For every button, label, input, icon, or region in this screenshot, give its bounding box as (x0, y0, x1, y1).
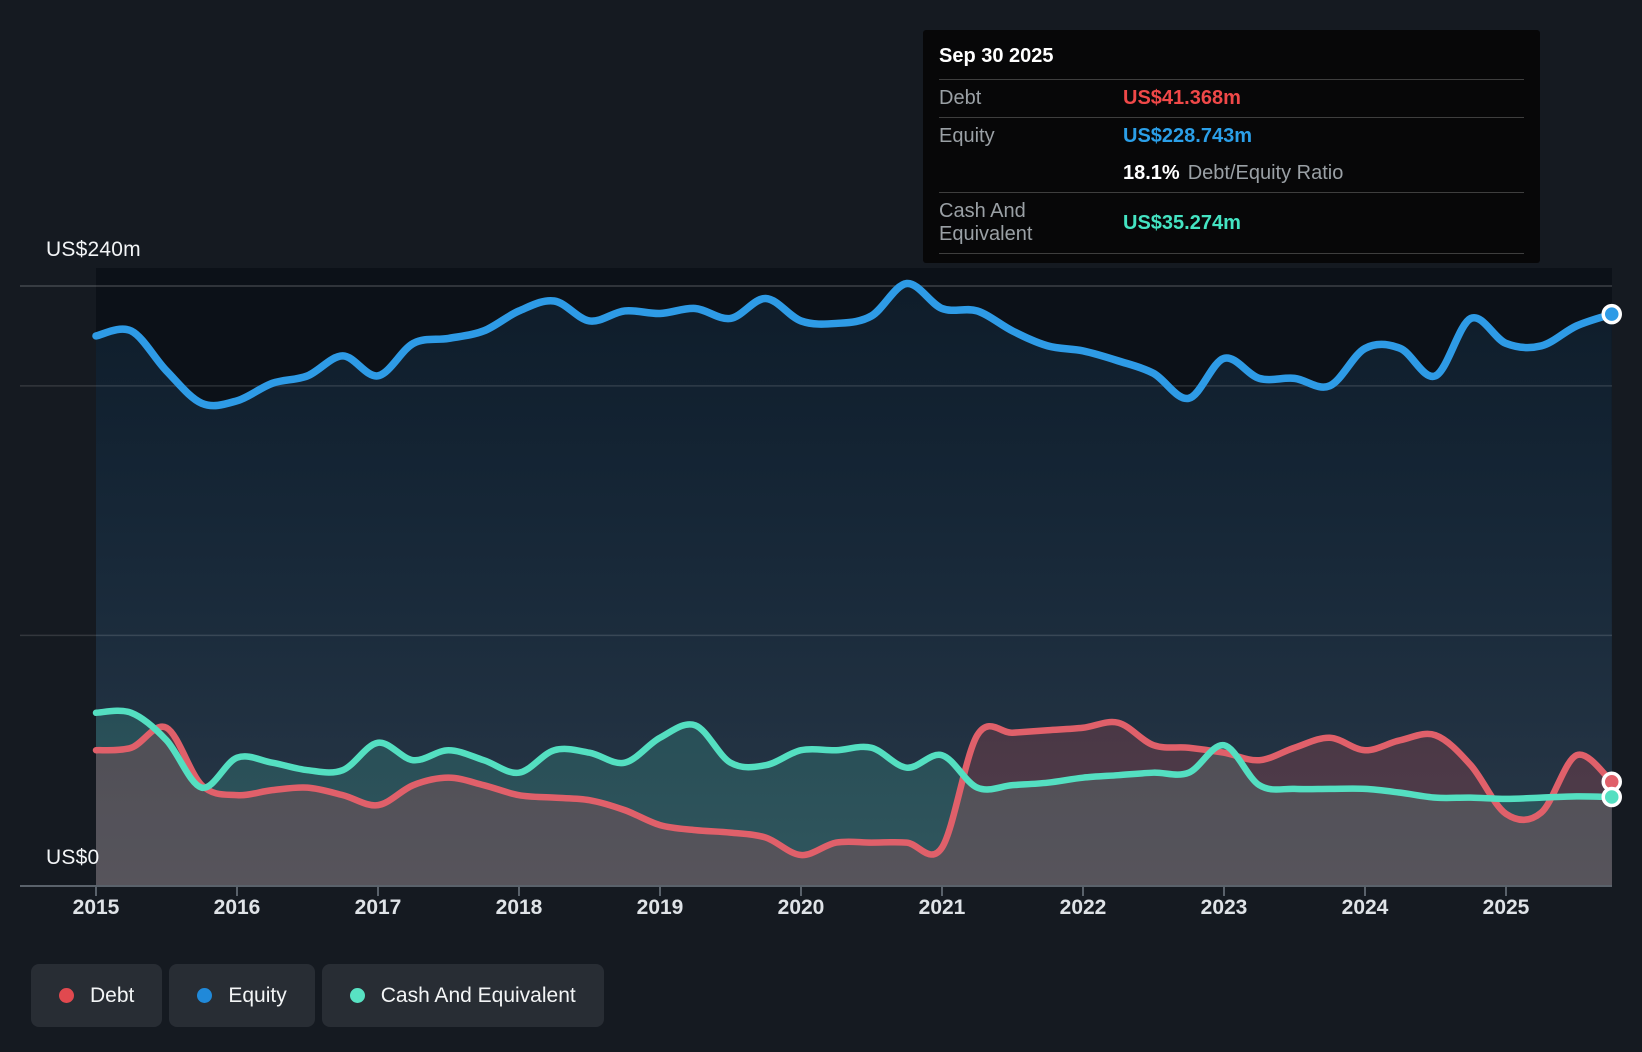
legend-item-equity[interactable]: Equity (169, 964, 315, 1027)
tooltip-ratio-suffix: Debt/Equity Ratio (1187, 162, 1344, 184)
x-axis-label: 2025 (1482, 896, 1530, 919)
x-axis-label: 2017 (354, 896, 402, 919)
y-axis-zero-label: US$0 (46, 846, 100, 869)
debt-dot-icon (59, 988, 74, 1003)
legend-item-debt[interactable]: Debt (31, 964, 163, 1027)
x-axis-label: 2024 (1341, 896, 1389, 919)
equity-dot-icon (197, 988, 213, 1003)
chart-legend: Debt Equity Cash And Equivalent (31, 964, 604, 1027)
x-axis-label: 2018 (495, 896, 543, 919)
cash-dot-icon (349, 988, 365, 1003)
x-axis-label: 2016 (213, 896, 261, 919)
chart-tooltip: Sep 30 2025 Debt US$41.368m Equity US$22… (923, 30, 1540, 263)
tooltip-date: Sep 30 2025 (939, 43, 1524, 80)
legend-debt-label: Debt (90, 983, 135, 1007)
tooltip-row-ratio: 18.1% Debt/Equity Ratio (939, 155, 1524, 193)
tooltip-row-cash: Cash And Equivalent US$35.274m (939, 193, 1524, 254)
tooltip-equity-value: US$228.743m (1123, 125, 1252, 147)
x-axis: 2015 2016 2017 2018 2019 2020 2021 2022 2023 2024… (0, 896, 1642, 926)
tooltip-row-equity: Equity US$228.743m (939, 118, 1524, 155)
tooltip-equity-label: Equity (939, 125, 995, 147)
tooltip-cash-label: Cash And Equivalent (939, 200, 1033, 245)
tooltip-cash-value: US$35.274m (1123, 211, 1241, 234)
tooltip-debt-label: Debt (939, 87, 982, 109)
x-axis-label: 2020 (777, 896, 825, 919)
tooltip-ratio-value: 18.1% (1123, 162, 1180, 184)
y-axis-max-label: US$240m (46, 238, 141, 261)
legend-equity-label: Equity (228, 983, 287, 1007)
legend-cash-label: Cash And Equivalent (380, 983, 576, 1007)
tooltip-row-debt: Debt US$41.368m (939, 80, 1524, 118)
x-axis-label: 2021 (918, 896, 966, 919)
x-axis-label: 2015 (72, 896, 120, 919)
x-axis-label: 2019 (636, 896, 684, 919)
x-axis-label: 2023 (1200, 896, 1248, 919)
x-axis-label: 2022 (1059, 896, 1107, 919)
tooltip-debt-value: US$41.368m (1123, 87, 1241, 109)
legend-item-cash[interactable]: Cash And Equivalent (321, 964, 604, 1027)
